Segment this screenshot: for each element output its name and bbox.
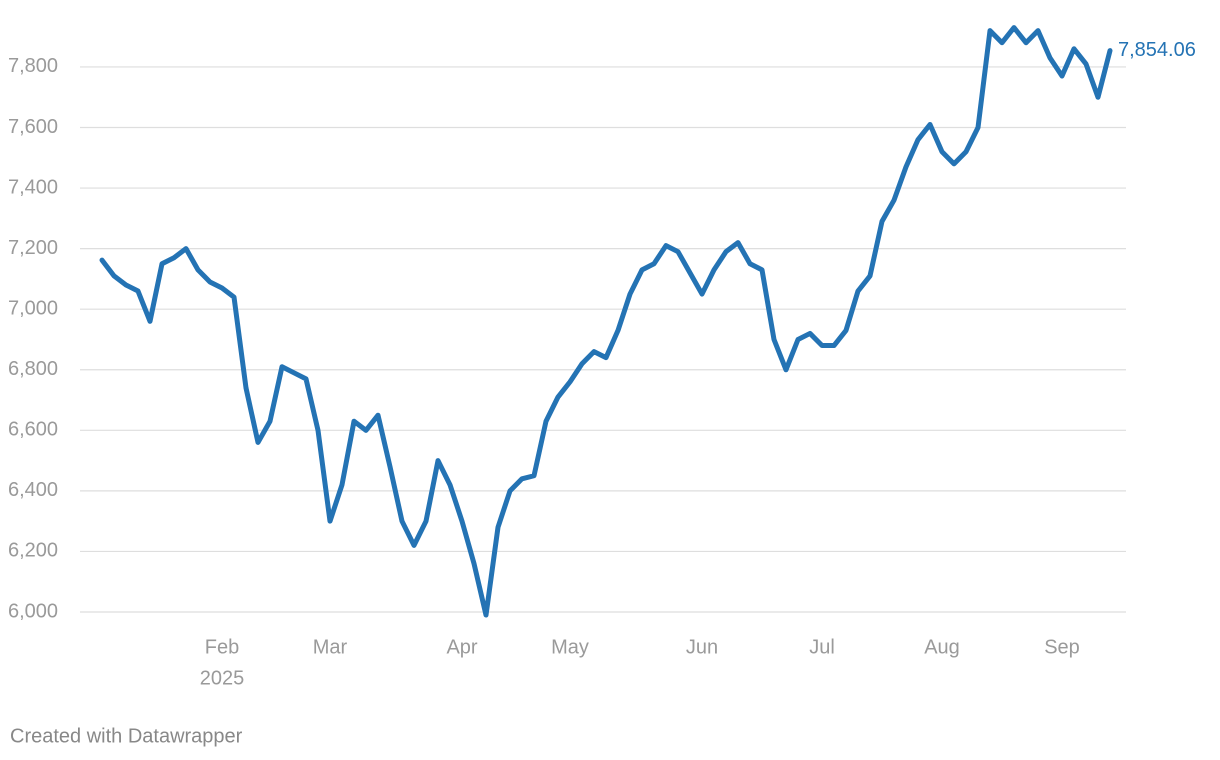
y-tick-label: 6,400 bbox=[8, 479, 58, 501]
x-tick-label: Mar bbox=[313, 636, 348, 658]
line bbox=[99, 25, 1113, 618]
y-tick-label: 6,600 bbox=[8, 419, 58, 441]
x-tick-label: Jul bbox=[809, 636, 835, 658]
x-tick-label: Apr bbox=[446, 636, 477, 658]
value-label: 7,854.06 bbox=[1118, 39, 1196, 61]
x-tick-label: Aug bbox=[924, 636, 960, 658]
x-year-label: 2025 bbox=[200, 667, 245, 689]
x-tick-label: Feb bbox=[205, 636, 239, 658]
y-tick-label: 7,000 bbox=[8, 297, 58, 319]
y-tick-label: 7,600 bbox=[8, 116, 58, 138]
x-tick-label: Sep bbox=[1044, 636, 1080, 658]
y-tick-label: 6,200 bbox=[8, 540, 58, 562]
y-tick-label: 6,000 bbox=[8, 600, 58, 622]
y-tick-label: 7,200 bbox=[8, 237, 58, 259]
y-tick-label: 6,800 bbox=[8, 358, 58, 380]
footer: Created with Datawrapper bbox=[10, 725, 243, 747]
x-tick-label: Jun bbox=[686, 636, 718, 658]
x-tick-label: May bbox=[551, 636, 589, 658]
y-tick-label: 7,400 bbox=[8, 176, 58, 198]
y-tick-label: 7,800 bbox=[8, 55, 58, 77]
